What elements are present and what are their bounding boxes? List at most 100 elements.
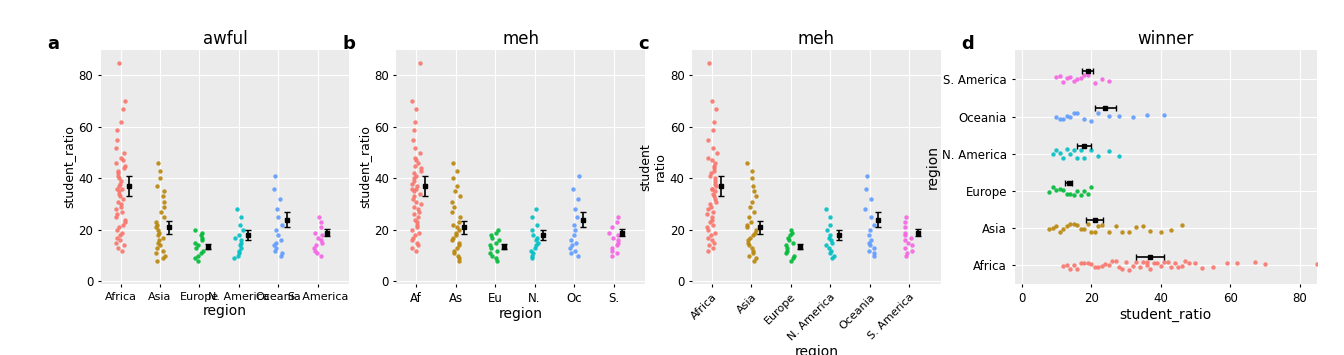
Point bbox=[410, 165, 431, 171]
Point bbox=[106, 145, 128, 151]
Point bbox=[780, 258, 801, 264]
Point bbox=[106, 137, 128, 143]
Point bbox=[1056, 223, 1078, 229]
Point bbox=[444, 248, 465, 253]
Point bbox=[894, 230, 915, 235]
Point bbox=[403, 189, 425, 194]
Point bbox=[106, 127, 128, 132]
Title: awful: awful bbox=[203, 30, 247, 48]
Point bbox=[153, 199, 175, 204]
Point bbox=[488, 237, 509, 243]
Point bbox=[1133, 260, 1154, 265]
Point bbox=[105, 160, 126, 166]
Point bbox=[449, 258, 470, 264]
Point bbox=[818, 232, 840, 238]
Point bbox=[1077, 192, 1098, 197]
Y-axis label: student
ratio: student ratio bbox=[638, 143, 667, 191]
Point bbox=[1126, 259, 1148, 265]
Point bbox=[706, 183, 727, 189]
Point bbox=[409, 230, 430, 235]
Point bbox=[1067, 76, 1089, 82]
Point bbox=[702, 209, 723, 215]
Point bbox=[1081, 185, 1102, 190]
Point bbox=[445, 230, 466, 235]
Point bbox=[113, 165, 134, 171]
Point bbox=[481, 235, 503, 240]
Point bbox=[821, 255, 843, 261]
Point bbox=[1098, 229, 1120, 235]
Point bbox=[190, 250, 211, 256]
Point bbox=[602, 224, 624, 230]
Point bbox=[745, 227, 766, 233]
Point bbox=[1067, 110, 1089, 115]
Point bbox=[407, 219, 429, 225]
Point bbox=[185, 245, 207, 251]
Point bbox=[702, 186, 723, 192]
Point bbox=[403, 127, 425, 132]
Point bbox=[403, 193, 425, 199]
Point bbox=[109, 193, 130, 199]
Point bbox=[1175, 258, 1196, 264]
Point bbox=[781, 227, 802, 233]
Point bbox=[1109, 113, 1130, 118]
Point bbox=[700, 204, 722, 209]
Point bbox=[698, 137, 719, 143]
Point bbox=[1063, 78, 1085, 84]
Point bbox=[481, 253, 503, 258]
Point bbox=[448, 253, 469, 258]
Point bbox=[1087, 264, 1109, 270]
Point bbox=[1056, 147, 1078, 152]
Point bbox=[602, 235, 624, 240]
Point bbox=[896, 240, 918, 246]
Point bbox=[527, 235, 548, 240]
Title: winner: winner bbox=[1138, 30, 1193, 48]
Point bbox=[406, 224, 427, 230]
Point bbox=[698, 207, 719, 212]
Point bbox=[263, 186, 285, 192]
Point bbox=[739, 204, 761, 209]
Point bbox=[567, 253, 589, 258]
Point bbox=[113, 222, 134, 228]
Point bbox=[1074, 116, 1095, 121]
Point bbox=[310, 219, 332, 225]
Point bbox=[227, 207, 249, 212]
Point bbox=[745, 193, 766, 199]
Point bbox=[895, 253, 917, 258]
Point bbox=[442, 176, 464, 181]
Point bbox=[559, 245, 581, 251]
Point bbox=[1171, 263, 1192, 269]
Point bbox=[1227, 261, 1249, 266]
Point bbox=[700, 201, 722, 207]
Point bbox=[894, 245, 915, 251]
Point bbox=[706, 106, 727, 112]
Text: d: d bbox=[961, 36, 973, 54]
Point bbox=[233, 227, 254, 233]
Point bbox=[231, 245, 253, 251]
Point bbox=[602, 248, 624, 253]
Point bbox=[1133, 223, 1154, 229]
Point bbox=[405, 163, 426, 168]
Point bbox=[1052, 80, 1074, 85]
Point bbox=[310, 232, 332, 238]
Point bbox=[106, 173, 128, 179]
Point bbox=[146, 245, 168, 251]
Point bbox=[410, 168, 431, 174]
Point bbox=[308, 235, 329, 240]
Point bbox=[441, 209, 462, 215]
Point bbox=[113, 196, 134, 202]
Point bbox=[702, 98, 723, 104]
Point bbox=[863, 253, 884, 258]
Point bbox=[410, 191, 431, 197]
Point bbox=[863, 222, 884, 228]
Point bbox=[704, 189, 726, 194]
Point bbox=[743, 209, 765, 215]
Point bbox=[441, 199, 462, 204]
Point bbox=[108, 199, 129, 204]
Point bbox=[741, 245, 762, 251]
Point bbox=[816, 207, 837, 212]
Point bbox=[526, 237, 547, 243]
Point bbox=[403, 155, 425, 161]
Point bbox=[267, 214, 289, 220]
Point bbox=[1105, 224, 1126, 229]
Point bbox=[266, 207, 288, 212]
